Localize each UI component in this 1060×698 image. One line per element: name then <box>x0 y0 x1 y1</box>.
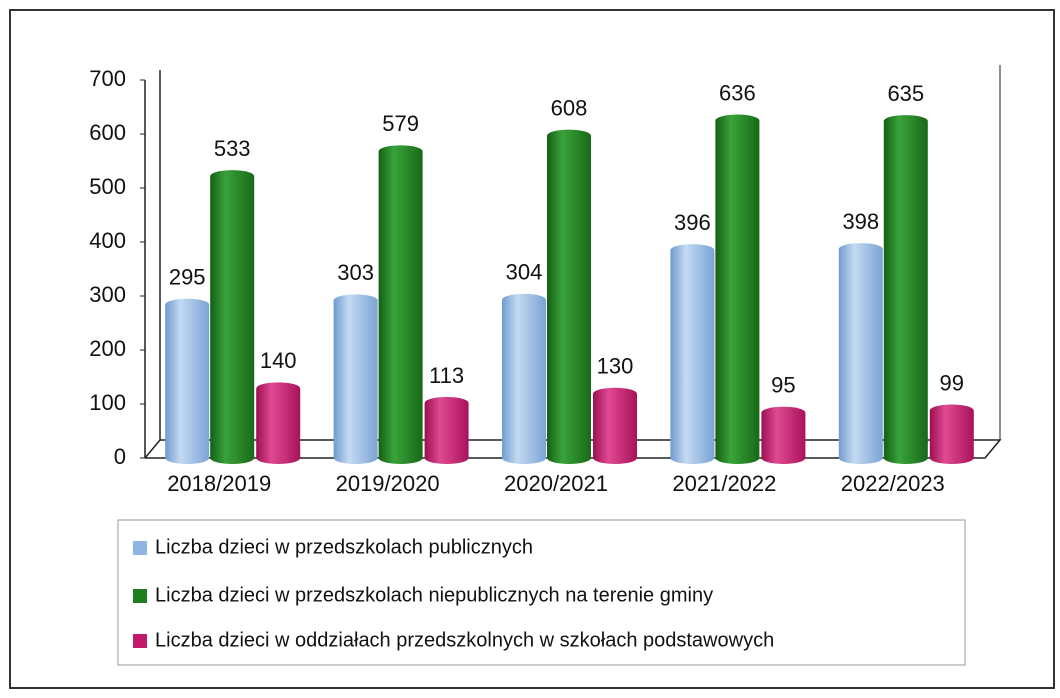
bar <box>761 406 806 464</box>
legend-box <box>117 519 966 666</box>
legend-swatch <box>133 541 147 555</box>
y-tick-label: 700 <box>89 66 126 91</box>
bar <box>838 243 883 464</box>
legend-swatch <box>133 589 147 603</box>
data-label: 303 <box>337 260 374 285</box>
bar <box>715 114 760 465</box>
data-label: 95 <box>771 373 795 398</box>
x-tick-label: 2022/2023 <box>841 471 945 496</box>
legend-swatch <box>133 634 147 648</box>
data-label: 99 <box>940 370 964 395</box>
y-tick-label: 600 <box>89 120 126 145</box>
data-label: 608 <box>551 95 588 120</box>
data-label: 304 <box>506 260 543 285</box>
data-label: 579 <box>382 111 419 136</box>
back-wall <box>144 70 161 459</box>
y-tick-label: 400 <box>89 228 126 253</box>
y-tick-label: 200 <box>89 336 126 361</box>
y-tick-label: 0 <box>114 444 126 469</box>
legend-label: Liczba dzieci w przedszkolach publicznyc… <box>155 536 533 558</box>
data-label: 398 <box>842 209 879 234</box>
bar <box>424 396 469 464</box>
data-label: 295 <box>169 265 206 290</box>
bar <box>333 294 378 464</box>
legend-label: Liczba dzieci w przedszkolach niepublicz… <box>155 584 713 606</box>
data-label: 140 <box>260 348 297 373</box>
data-label: 113 <box>429 363 464 388</box>
bar <box>378 145 423 464</box>
data-label: 636 <box>719 80 756 105</box>
bar <box>929 404 974 464</box>
bar <box>256 382 301 464</box>
frame <box>9 9 1055 689</box>
y-tick-label: 500 <box>89 174 126 199</box>
bar <box>547 129 591 464</box>
legend-label: Liczba dzieci w oddziałach przedszkolnyc… <box>155 629 774 651</box>
bar <box>593 387 637 464</box>
data-label: 396 <box>674 210 711 235</box>
data-label: 635 <box>887 81 924 106</box>
bar <box>210 170 255 464</box>
bar <box>883 115 928 464</box>
y-tick-label: 100 <box>89 390 126 415</box>
y-tick-label: 300 <box>89 282 126 307</box>
bar <box>502 293 546 464</box>
bar <box>670 244 715 464</box>
x-tick-label: 2020/2021 <box>504 471 608 496</box>
x-tick-label: 2019/2020 <box>336 471 440 496</box>
data-label: 533 <box>214 136 251 161</box>
data-label: 130 <box>597 354 634 379</box>
x-tick-label: 2018/2019 <box>167 471 271 496</box>
bar <box>165 298 210 464</box>
x-tick-label: 2021/2022 <box>672 471 776 496</box>
